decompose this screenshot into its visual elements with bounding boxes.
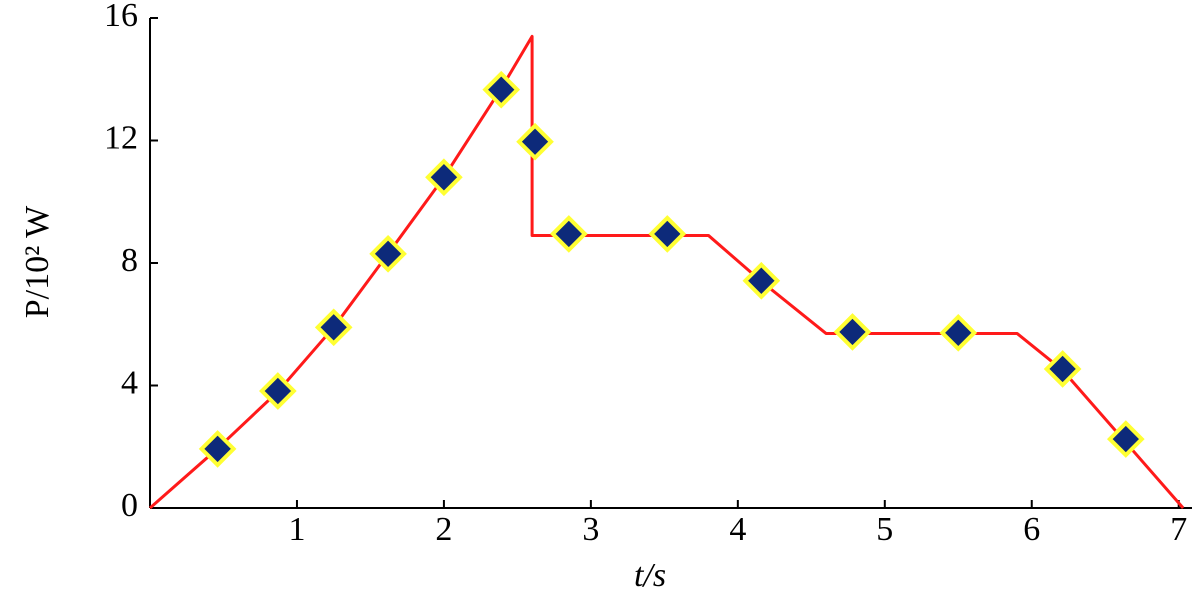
- y-axis-label: P/10² W: [19, 205, 56, 318]
- x-tick-label: 6: [1023, 511, 1040, 548]
- x-axis-label: t/s: [634, 557, 666, 594]
- y-tick-label: 16: [104, 0, 138, 34]
- x-tick-label: 4: [729, 511, 746, 548]
- data-line: [149, 34, 1185, 510]
- x-tick-label: 3: [582, 511, 599, 548]
- marker: [425, 158, 463, 197]
- marker: [1106, 420, 1145, 458]
- marker: [482, 70, 521, 109]
- x-tick-label: 2: [435, 511, 452, 548]
- marker: [939, 313, 978, 352]
- x-tick-label: 5: [876, 511, 893, 548]
- y-tick-label: 8: [121, 242, 138, 279]
- y-tick-label: 0: [121, 487, 138, 524]
- marker: [314, 308, 353, 347]
- x-tick-label: 7: [1170, 511, 1187, 548]
- marker: [1043, 350, 1082, 388]
- marker: [516, 122, 554, 161]
- marker: [198, 430, 237, 468]
- y-tick-label: 12: [104, 119, 138, 156]
- marker: [648, 215, 687, 253]
- marker: [369, 234, 407, 273]
- marker: [550, 215, 588, 253]
- x-tick-label: 1: [288, 511, 305, 548]
- y-tick-label: 4: [121, 364, 138, 401]
- marker: [833, 313, 872, 351]
- marker: [742, 261, 781, 300]
- marker: [259, 372, 297, 410]
